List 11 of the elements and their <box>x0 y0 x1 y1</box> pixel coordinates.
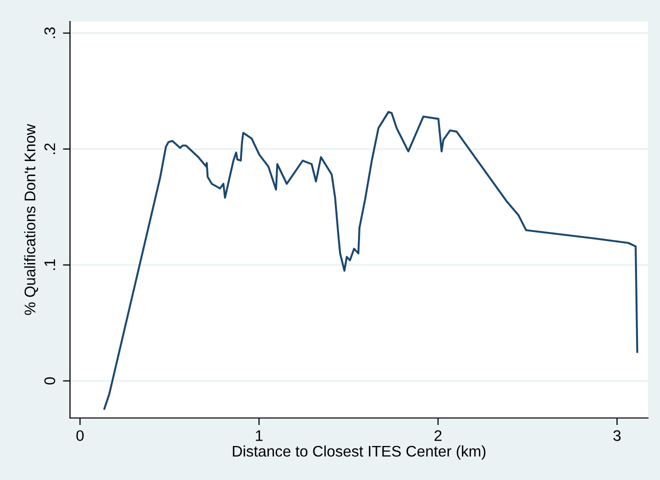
line-series <box>103 110 638 410</box>
x-axis-title: Distance to Closest ITES Center (km) <box>232 445 486 460</box>
y-axis-title: % Qualifications Don't Know <box>24 124 38 315</box>
y-tick-label: 0 <box>44 377 56 385</box>
y-tick-label: .1 <box>44 259 56 270</box>
x-tick-label: 1 <box>256 430 263 441</box>
y-tick-label: .3 <box>44 27 56 38</box>
x-tick-label: 0 <box>76 430 84 442</box>
y-tick-label: .2 <box>44 143 56 154</box>
x-tick-label: 3 <box>613 430 621 442</box>
x-tick-label: 2 <box>434 430 442 441</box>
